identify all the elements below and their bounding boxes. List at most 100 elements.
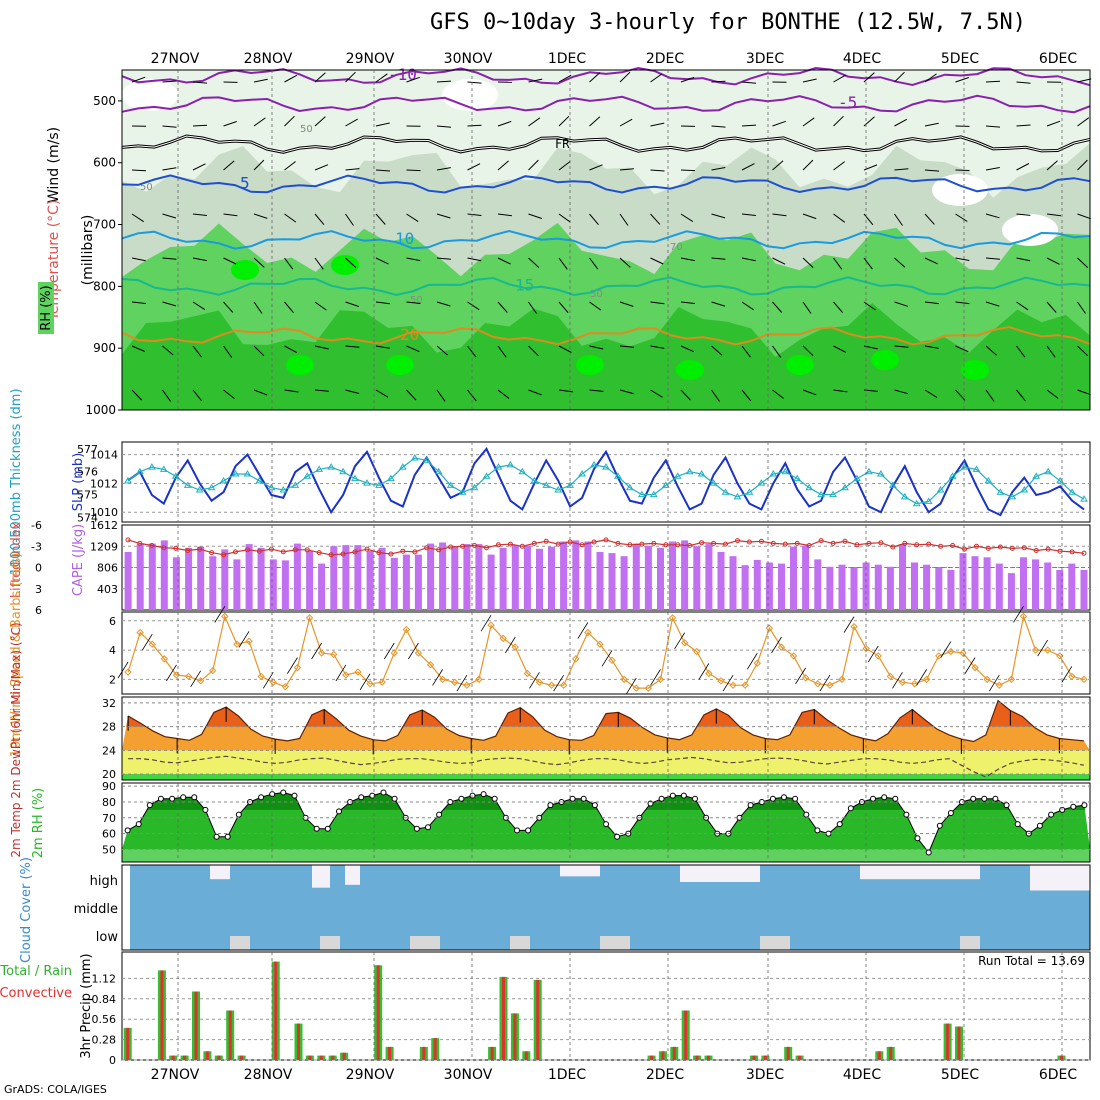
wind-barb: [223, 257, 237, 265]
cape-axis-label: CAPE (J/kg): [71, 524, 86, 596]
thickness-marker: [1080, 495, 1088, 502]
top-date-label: 28NOV: [244, 51, 293, 67]
lifted-index-marker: [316, 550, 322, 556]
cloud-low-bar: [600, 936, 630, 950]
wind-barb: [375, 301, 390, 305]
rh-marker: [614, 833, 621, 840]
wind-barb: [589, 257, 599, 270]
thickness-marker: [171, 472, 180, 479]
precip-tick-label: 0.84: [92, 993, 117, 1006]
wind-speed-marker: [886, 672, 895, 681]
cape-bar: [281, 560, 289, 610]
lifted-index-marker: [830, 540, 836, 546]
thickness-marker: [422, 456, 431, 463]
surface-wind-barb: [117, 661, 129, 679]
wind-barb: [1046, 213, 1061, 217]
surface-wind-barb: [1061, 666, 1073, 683]
surface-wind-barb: [262, 672, 274, 689]
pressure-tick-label: 600: [93, 156, 116, 170]
thickness-tick-label: 575: [77, 489, 98, 502]
wind-speed-marker: [354, 668, 362, 676]
rh-marker: [180, 794, 187, 801]
wind-barb: [863, 257, 873, 270]
surface-wind-barb: [892, 672, 903, 689]
thickness-marker: [147, 463, 156, 470]
wind-speed-marker: [971, 663, 979, 672]
rh-contour-label: 50: [590, 289, 603, 300]
wind-barb: [467, 213, 482, 216]
cape-bar: [354, 545, 362, 610]
precip-run-total: Run Total = 13.69: [978, 954, 1085, 968]
wind-speed-marker: [693, 647, 701, 656]
wind-barb: [131, 389, 143, 401]
wind-barb: [467, 81, 482, 84]
wind-barb: [1046, 257, 1060, 265]
wind-barb: [314, 213, 325, 226]
pressure-tick-label: 900: [93, 341, 116, 355]
bottom-date-label: 28NOV: [244, 1067, 293, 1083]
wind-barb: [680, 301, 695, 304]
surface-wind-barb: [141, 634, 153, 651]
lifted-index-marker: [125, 537, 131, 543]
cape-bar: [693, 546, 701, 610]
cloud-high-bar: [860, 865, 980, 880]
thickness-marker: [817, 490, 825, 498]
li-tick-label: 6: [35, 604, 42, 617]
wind-barb: [375, 389, 389, 398]
wind-barb: [406, 389, 417, 401]
lifted-index-marker: [627, 542, 633, 548]
wind-barb: [589, 164, 603, 171]
cape-bar: [838, 564, 846, 610]
wind-barb: [162, 389, 172, 402]
lifted-index-marker: [256, 548, 262, 554]
wind-barb: [802, 301, 812, 314]
surface-wind-barb: [940, 641, 952, 658]
wind-speed-marker: [1031, 646, 1040, 654]
wind-barb: [1046, 160, 1058, 171]
cape-bar: [644, 545, 652, 610]
wind-barb: [345, 168, 360, 171]
wind-barb: [619, 71, 631, 83]
precip-convective-bar: [342, 1052, 346, 1060]
precip-convective-bar: [183, 1055, 187, 1060]
precip-axis-label: 3hr Precip (mm): [79, 953, 94, 1058]
wind-barb: [162, 301, 177, 307]
wind-barb: [985, 125, 1001, 128]
lifted-index-marker: [735, 538, 740, 544]
thickness-marker: [375, 481, 383, 488]
surface-wind-barb: [819, 675, 831, 692]
cape-bar: [596, 552, 604, 610]
precip-convective-bar: [308, 1055, 312, 1060]
wind-barb: [711, 301, 726, 307]
cape-bar: [1080, 569, 1088, 610]
surface-wind-barb: [359, 673, 371, 691]
rh-marker: [981, 795, 988, 802]
wind-speed-marker: [160, 655, 169, 663]
wind-barb: [772, 257, 786, 265]
thickness-marker: [243, 470, 252, 477]
wind-barb: [680, 213, 694, 223]
wind-barb: [650, 169, 665, 172]
wind-speed-marker: [438, 675, 447, 684]
cape-bar: [402, 554, 410, 610]
slp-line: [127, 447, 1085, 517]
wind-speed-marker: [451, 678, 459, 686]
wind-barb: [1077, 78, 1092, 83]
wind-speed-marker: [680, 639, 689, 647]
wind-barb: [223, 121, 237, 127]
wind-barb: [1016, 257, 1031, 262]
wind-speed-marker: [414, 649, 423, 657]
wind-barb: [802, 159, 814, 171]
rh-marker: [213, 833, 220, 840]
wind-barb: [894, 168, 909, 171]
precip-tick-label: 0.28: [92, 1034, 117, 1047]
lifted-index-marker: [770, 540, 776, 546]
wind-barb: [253, 389, 268, 396]
wind-speed-marker: [608, 656, 616, 665]
lifted-index-marker: [460, 543, 466, 549]
wind-barb: [650, 213, 661, 225]
thickness-marker: [327, 463, 336, 470]
thickness-slp-frame: [121, 441, 1091, 523]
precip-convective-bar: [957, 1026, 961, 1060]
surface-wind-barb: [722, 675, 734, 692]
